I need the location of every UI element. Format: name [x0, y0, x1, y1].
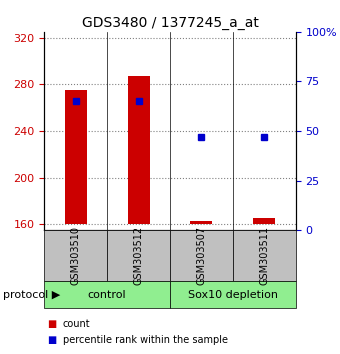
Text: count: count — [63, 319, 90, 329]
FancyBboxPatch shape — [233, 230, 296, 281]
FancyBboxPatch shape — [170, 281, 296, 308]
Text: ■: ■ — [48, 319, 57, 329]
Bar — [65, 90, 87, 224]
FancyBboxPatch shape — [44, 281, 170, 308]
Text: GSM303510: GSM303510 — [71, 226, 81, 285]
Text: protocol ▶: protocol ▶ — [3, 290, 61, 300]
Text: ■: ■ — [48, 335, 57, 345]
FancyBboxPatch shape — [107, 230, 170, 281]
Text: percentile rank within the sample: percentile rank within the sample — [63, 335, 228, 345]
Text: GSM303507: GSM303507 — [197, 226, 206, 285]
FancyBboxPatch shape — [170, 230, 233, 281]
Bar — [190, 221, 212, 224]
Text: GSM303511: GSM303511 — [259, 226, 269, 285]
Text: Sox10 depletion: Sox10 depletion — [188, 290, 278, 300]
Text: GSM303512: GSM303512 — [134, 226, 143, 285]
Bar — [253, 218, 275, 224]
Text: control: control — [88, 290, 126, 300]
FancyBboxPatch shape — [44, 230, 107, 281]
Text: GDS3480 / 1377245_a_at: GDS3480 / 1377245_a_at — [82, 16, 258, 30]
Bar — [128, 76, 150, 224]
